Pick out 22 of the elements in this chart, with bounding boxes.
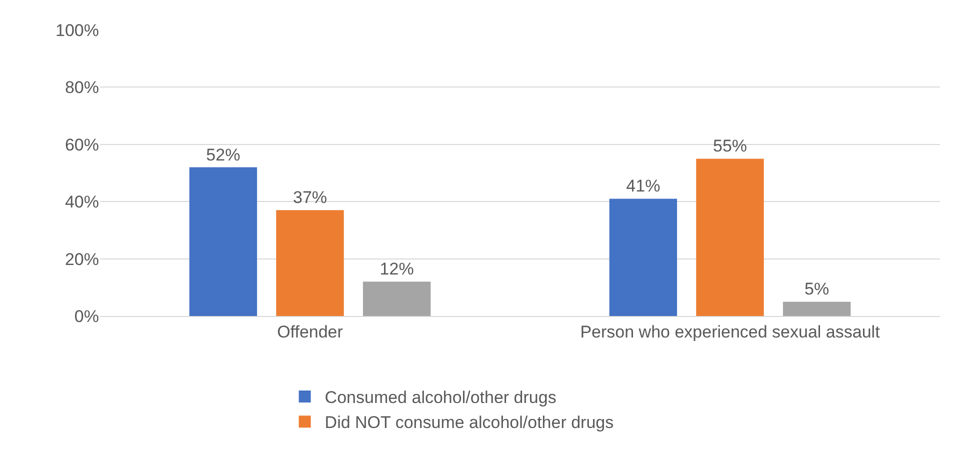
bar — [362, 282, 431, 316]
bar — [782, 302, 851, 316]
bar — [609, 198, 678, 316]
bar — [276, 210, 344, 316]
y-tick-label: 80% — [64, 78, 99, 98]
data-label: 37% — [292, 188, 328, 208]
legend-label: Did NOT consume alcohol/other drugs — [324, 413, 614, 432]
bar — [189, 167, 258, 316]
x-tick-label: Offender — [277, 322, 344, 342]
data-label: 41% — [626, 176, 660, 196]
bar — [696, 158, 764, 316]
data-label: 5% — [804, 280, 830, 299]
data-label: 52% — [206, 145, 240, 164]
data-label: 12% — [380, 260, 414, 279]
y-tick-label: 100% — [56, 20, 99, 40]
y-tick-label: 60% — [64, 135, 99, 154]
y-tick-label: 40% — [64, 192, 99, 212]
data-label: 55% — [712, 136, 748, 156]
x-tick-label: Person who experienced sexual assault — [580, 322, 880, 342]
y-tick-label: 20% — [64, 250, 99, 269]
y-tick-label: 0% — [74, 306, 99, 326]
legend-label: Consumed alcohol/other drugs — [324, 388, 556, 408]
